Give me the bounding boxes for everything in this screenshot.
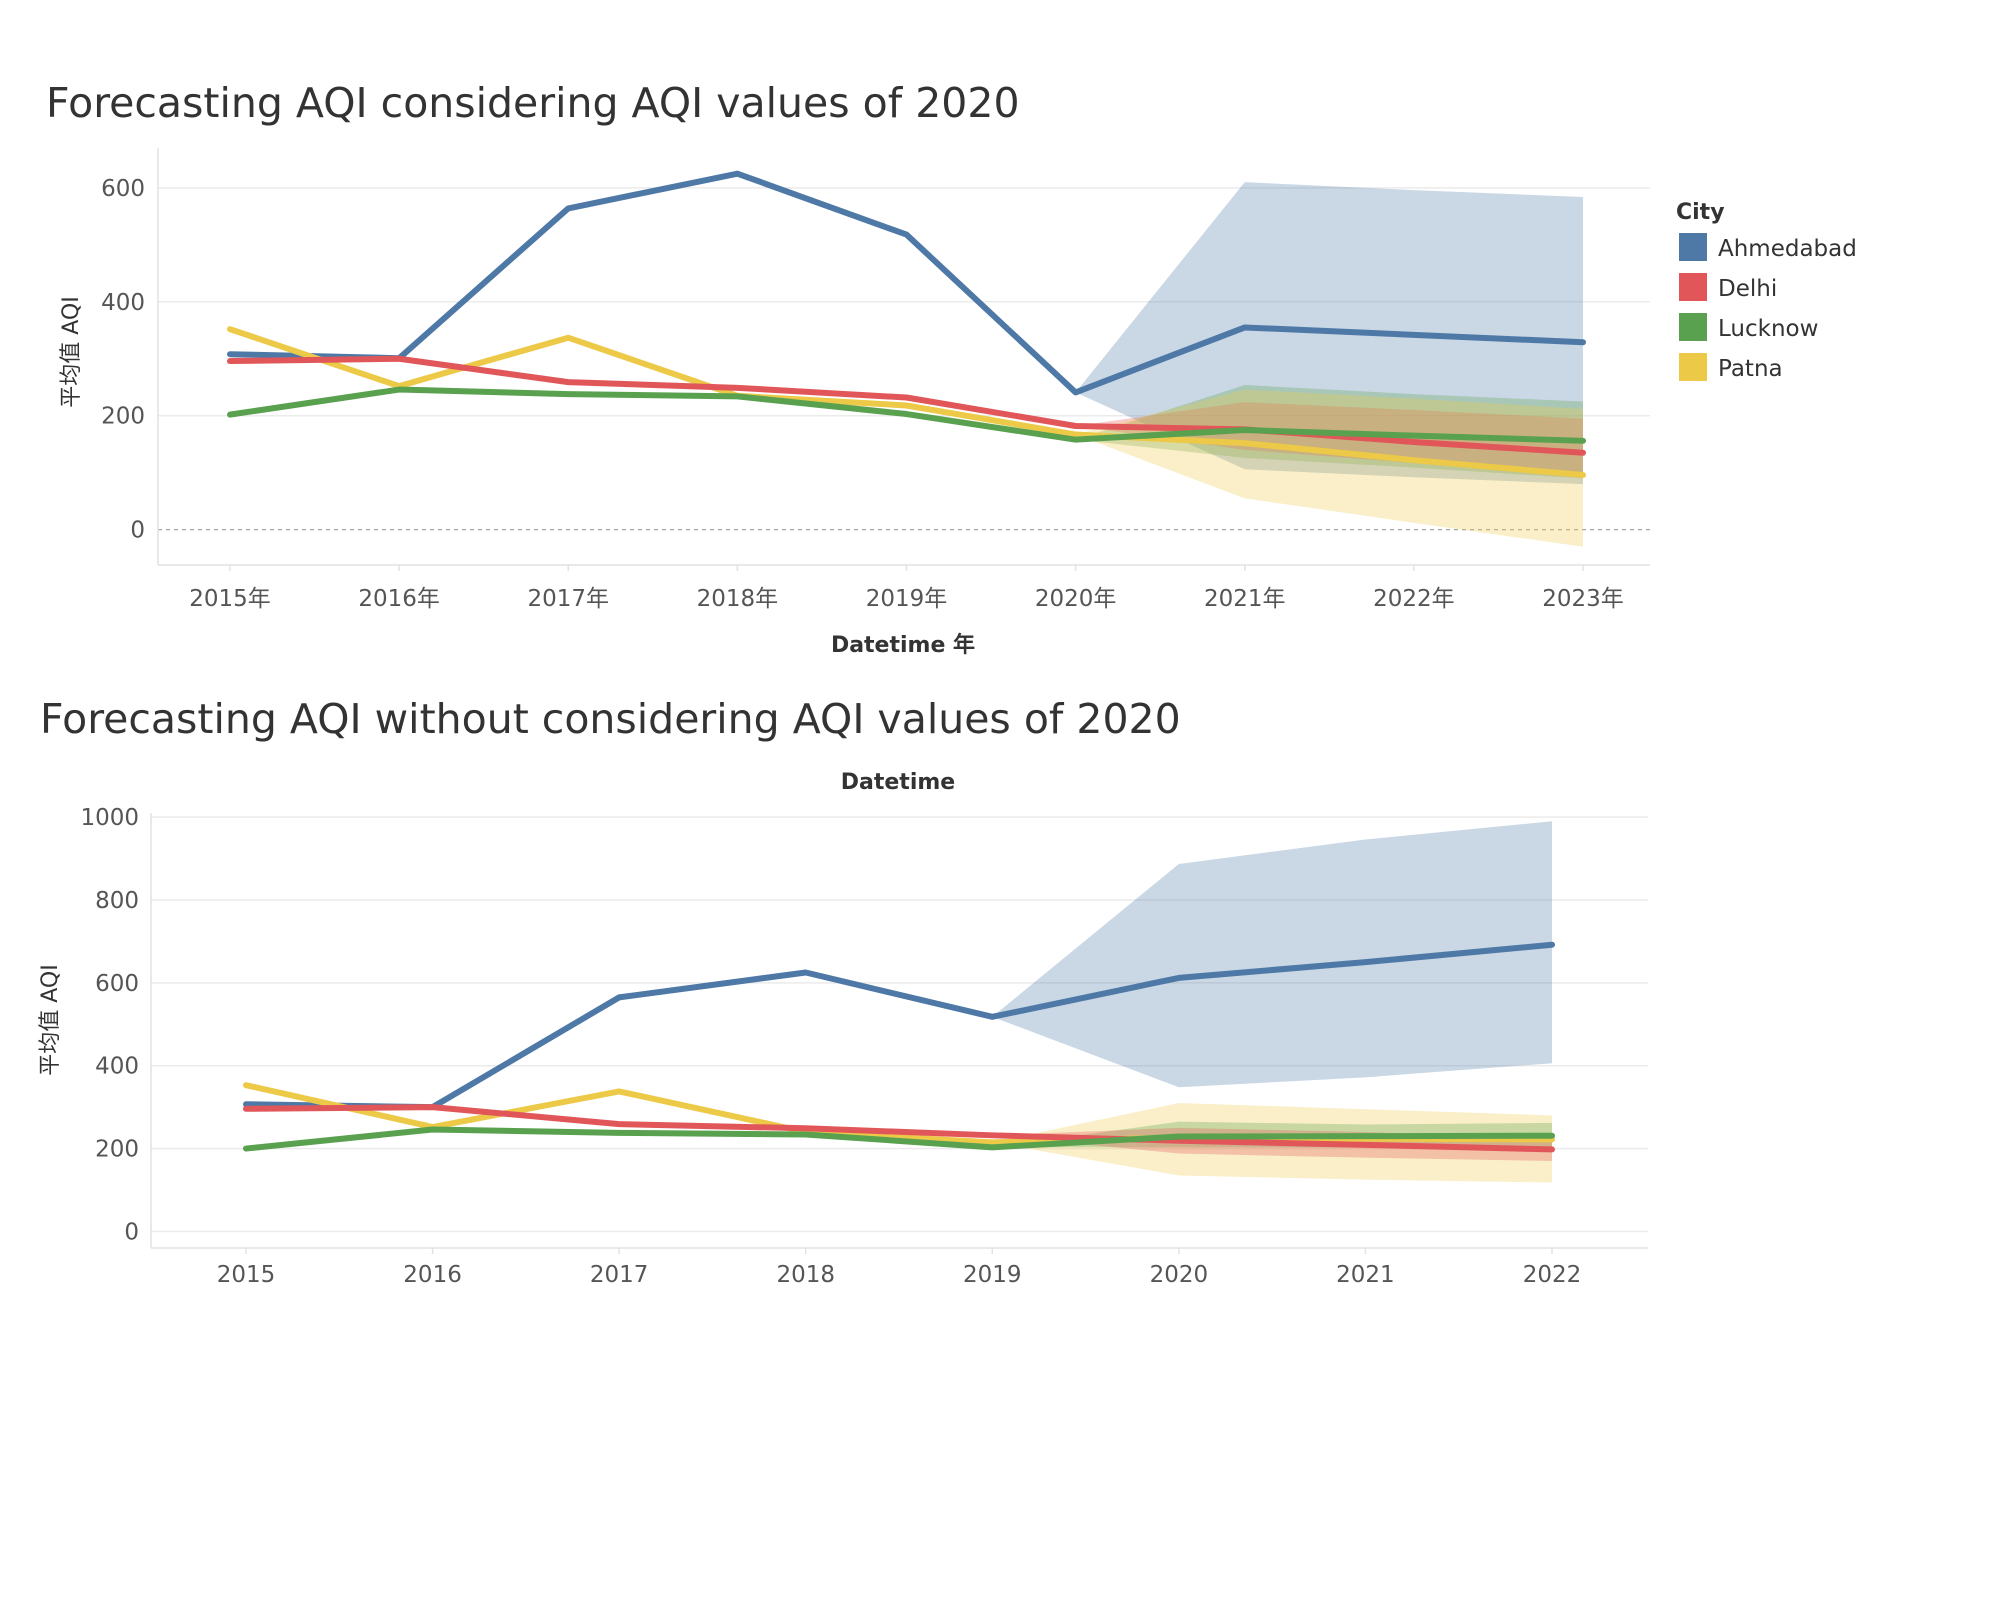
chart-2-y-tick-label: 600 xyxy=(95,971,139,997)
chart-2-x-tick-label: 2019 xyxy=(963,1262,1022,1288)
chart-1-plot: 0 200 400 600 2015年 2016年 2017年 2018年 2019年 2020年… xyxy=(101,148,1650,612)
line-ahmedabad xyxy=(227,170,1586,396)
chart-1-x-axis-title: Datetime 年 xyxy=(831,632,975,658)
chart-2-x-tick-label: 2020 xyxy=(1150,1262,1209,1288)
legend-label-delhi: Delhi xyxy=(1718,276,1777,302)
legend-label-patna: Patna xyxy=(1718,356,1783,382)
legend-label-lucknow: Lucknow xyxy=(1718,316,1818,342)
chart-2-y-tick-label: 200 xyxy=(95,1137,139,1163)
chart-2-x-tick-label: 2021 xyxy=(1336,1262,1395,1288)
chart-1-x-tick-label: 2018年 xyxy=(697,586,779,612)
chart-1-title: Forecasting AQI considering AQI values o… xyxy=(46,79,1020,127)
line-delhi xyxy=(243,1104,1555,1153)
chart-2-x-tick-label: 2016 xyxy=(403,1262,462,1288)
chart-1-y-tick-label: 0 xyxy=(130,518,145,544)
chart-2-x-axis-title: Datetime xyxy=(841,770,955,795)
line-lucknow xyxy=(243,1126,1555,1152)
line-ahmedabad xyxy=(243,941,1555,1111)
chart-1-y-tick-label: 200 xyxy=(101,404,145,430)
chart-1-x-tick-label: 2017年 xyxy=(527,586,609,612)
legend-label-ahmedabad: Ahmedabad xyxy=(1718,236,1857,262)
band-delhi xyxy=(1075,402,1583,478)
legend-swatch-ahmedabad xyxy=(1679,233,1707,261)
line-delhi xyxy=(227,355,1586,456)
chart-2-y-tick-label: 0 xyxy=(124,1219,139,1245)
chart-2-plot: 0 200 400 600 800 1000 2015 2016 2017 2018 2019 202… xyxy=(80,805,1648,1288)
chart-1-x-tick-label: 2016年 xyxy=(358,586,440,612)
band-ahmedabad xyxy=(992,821,1552,1088)
legend-swatch-delhi xyxy=(1679,273,1707,301)
chart-1-x-tick-label: 2023年 xyxy=(1542,586,1624,612)
line-lucknow xyxy=(227,386,1586,444)
chart-1-x-tick-label: 2021年 xyxy=(1204,586,1286,612)
chart-1-x-tick-label: 2022年 xyxy=(1373,586,1455,612)
chart-1-y-axis-title: 平均值 AQI xyxy=(59,296,84,407)
chart-2-x-tick-label: 2018 xyxy=(776,1262,835,1288)
chart-2-title: Forecasting AQI without considering AQI … xyxy=(40,695,1181,743)
chart-2-y-axis-title: 平均值 AQI xyxy=(38,964,63,1075)
chart-1-x-tick-label: 2020年 xyxy=(1035,586,1117,612)
chart-1-y-tick-label: 400 xyxy=(101,290,145,316)
chart-1-x-tick-label: 2019年 xyxy=(866,586,948,612)
line-patna xyxy=(227,326,1586,478)
chart-2-y-tick-label: 400 xyxy=(95,1054,139,1080)
legend-swatch-patna xyxy=(1679,353,1707,381)
chart-1-x-tick-label: 2015年 xyxy=(189,586,271,612)
legend-swatch-lucknow xyxy=(1679,313,1707,341)
chart-2-y-tick-label: 800 xyxy=(95,888,139,914)
chart-2-x-tick-label: 2015 xyxy=(217,1262,276,1288)
legend-title: City xyxy=(1676,200,1725,225)
chart-2-y-tick-label: 1000 xyxy=(80,805,139,831)
city-legend: City Ahmedabad Delhi Lucknow Patna xyxy=(1676,200,1857,382)
chart-2-x-tick-label: 2022 xyxy=(1523,1262,1582,1288)
chart-1-y-tick-label: 600 xyxy=(101,176,145,202)
chart-2-x-tick-label: 2017 xyxy=(590,1262,649,1288)
